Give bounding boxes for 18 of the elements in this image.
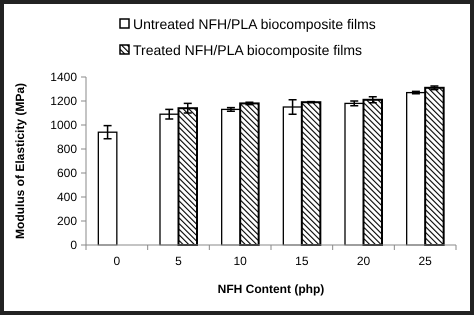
x-tick-label: 25 — [418, 254, 432, 268]
x-axis-title: NFH Content (php) — [218, 282, 324, 296]
y-tick-label: 1200 — [50, 94, 78, 108]
y-tick-label: 200 — [56, 214, 78, 228]
y-axis-title: Modulus of Elasticity (MPa) — [13, 82, 27, 240]
y-tick-label: 1000 — [50, 118, 78, 132]
legend-label: Untreated NFH/PLA biocomposite films — [133, 16, 376, 32]
x-tick-label: 5 — [175, 254, 182, 268]
x-tick-label: 15 — [295, 254, 309, 268]
x-tick-label: 20 — [356, 254, 370, 268]
y-tick-label: 1400 — [50, 70, 78, 84]
y-tick-label: 600 — [56, 166, 78, 180]
y-tick-label: 800 — [56, 142, 78, 156]
x-tick-label: 10 — [233, 254, 248, 268]
legend-label: Treated NFH/PLA biocomposite films — [133, 42, 362, 58]
y-tick-label: 400 — [56, 190, 78, 204]
y-tick-label: 0 — [70, 238, 78, 252]
x-tick-label: 0 — [113, 254, 120, 268]
